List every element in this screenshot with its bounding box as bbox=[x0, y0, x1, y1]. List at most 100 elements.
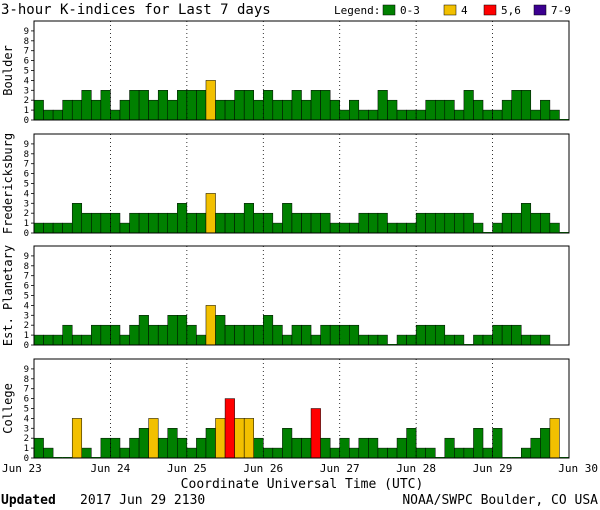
x-tick-label: Jun 27 bbox=[320, 462, 360, 475]
bar bbox=[329, 447, 340, 459]
bar bbox=[501, 324, 512, 346]
bar bbox=[119, 99, 130, 121]
bar bbox=[377, 447, 388, 459]
bar bbox=[339, 437, 350, 459]
y-tick-label: 3 bbox=[24, 424, 29, 434]
bar bbox=[272, 324, 283, 346]
bar bbox=[310, 90, 321, 121]
panel-label: Boulder bbox=[1, 45, 15, 96]
y-tick-label: 4 bbox=[24, 189, 29, 199]
bar bbox=[282, 428, 293, 459]
bar bbox=[463, 212, 474, 234]
legend-swatch bbox=[483, 4, 497, 16]
bar bbox=[520, 203, 532, 234]
legend-label: 7-9 bbox=[551, 4, 571, 17]
bar bbox=[138, 315, 149, 346]
y-tick-label: 5 bbox=[24, 180, 29, 190]
bar bbox=[406, 222, 417, 234]
bar bbox=[205, 428, 216, 459]
bar bbox=[243, 418, 254, 459]
y-tick-label: 9 bbox=[24, 140, 29, 150]
bar bbox=[396, 222, 407, 234]
bar bbox=[196, 90, 207, 121]
bar bbox=[329, 324, 340, 346]
bar bbox=[377, 212, 388, 234]
bar bbox=[320, 324, 331, 346]
bar bbox=[119, 334, 130, 346]
bar bbox=[43, 334, 54, 346]
y-tick-label: 0 bbox=[24, 116, 29, 126]
bar bbox=[186, 212, 197, 234]
bar bbox=[501, 99, 512, 121]
panel-label: Est. Planetary bbox=[1, 245, 15, 346]
bar bbox=[253, 99, 264, 121]
panels: 0123456789Boulder0123456789Fredericksbur… bbox=[1, 20, 570, 464]
bar bbox=[52, 222, 63, 234]
y-tick-label: 9 bbox=[24, 27, 29, 37]
y-tick-label: 7 bbox=[24, 385, 29, 395]
bar bbox=[368, 437, 379, 459]
bar bbox=[81, 334, 92, 346]
bar bbox=[358, 437, 369, 459]
y-tick-label: 0 bbox=[24, 341, 29, 351]
x-axis: Jun 23 Jun 24 Jun 25 Jun 26 Jun 27 Jun 28 Jun … bbox=[2, 462, 598, 475]
bar bbox=[320, 90, 331, 121]
bar bbox=[129, 437, 140, 459]
chart-title: 3-hour K-indices for Last 7 days bbox=[1, 2, 271, 18]
bar bbox=[43, 109, 54, 121]
bar bbox=[91, 99, 102, 121]
bar bbox=[368, 334, 379, 346]
bar bbox=[454, 447, 465, 459]
bar bbox=[415, 324, 426, 346]
bar bbox=[358, 212, 369, 234]
x-tick-label: Jun 30 bbox=[558, 462, 598, 475]
bar bbox=[62, 99, 73, 121]
legend-swatch bbox=[443, 4, 457, 16]
bar bbox=[387, 447, 398, 459]
y-tick-label: 7 bbox=[24, 272, 29, 282]
bar bbox=[329, 99, 340, 121]
bar bbox=[282, 99, 293, 121]
bar bbox=[444, 334, 455, 346]
bar bbox=[234, 324, 245, 346]
bar bbox=[540, 99, 551, 121]
bar bbox=[301, 99, 312, 121]
bar bbox=[224, 99, 235, 121]
legend-swatch bbox=[533, 4, 547, 16]
bar bbox=[148, 99, 159, 121]
bar bbox=[501, 212, 512, 234]
bar bbox=[511, 324, 522, 346]
bar bbox=[43, 447, 54, 459]
y-tick-label: 7 bbox=[24, 47, 29, 57]
y-tick-label: 9 bbox=[24, 252, 29, 262]
bar bbox=[473, 222, 484, 234]
bar bbox=[425, 324, 436, 346]
y-tick-label: 1 bbox=[24, 331, 29, 341]
bar bbox=[71, 418, 83, 459]
y-tick-label: 1 bbox=[24, 444, 29, 454]
bar bbox=[463, 447, 474, 459]
legend-label: 4 bbox=[461, 4, 468, 17]
bar bbox=[387, 99, 398, 121]
bar bbox=[81, 447, 92, 459]
bar bbox=[91, 324, 102, 346]
bar bbox=[157, 90, 168, 121]
bar bbox=[62, 222, 73, 234]
y-tick-label: 5 bbox=[24, 292, 29, 302]
bar bbox=[110, 324, 121, 346]
updated-value: 2017 Jun 29 2130 bbox=[80, 493, 205, 508]
bar bbox=[167, 99, 178, 121]
bar bbox=[253, 437, 264, 459]
y-tick-label: 4 bbox=[24, 76, 29, 86]
bar bbox=[177, 437, 188, 459]
y-tick-label: 2 bbox=[24, 321, 29, 331]
bar bbox=[100, 324, 111, 346]
y-tick-label: 0 bbox=[24, 229, 29, 239]
bar bbox=[100, 212, 111, 234]
bar bbox=[263, 315, 274, 346]
bar bbox=[71, 203, 83, 234]
bar bbox=[196, 437, 207, 459]
bar bbox=[415, 447, 426, 459]
